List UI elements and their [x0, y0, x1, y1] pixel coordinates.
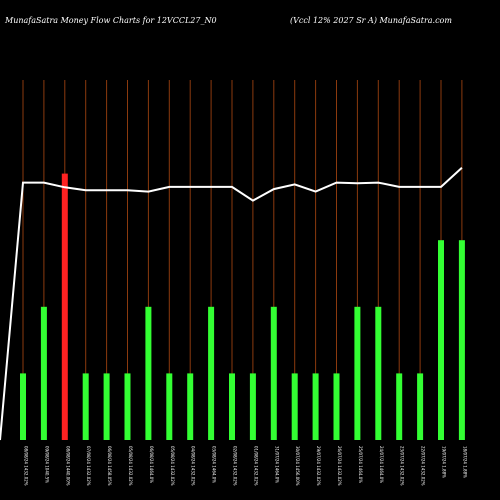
bar	[208, 306, 215, 440]
bar	[270, 306, 277, 440]
x-tick-label: 08/08/24 1440.00%	[65, 446, 70, 486]
x-tick-label: 26/07/24 1432.02%	[337, 446, 342, 486]
x-tick-label: 22/07/24 1432.02%	[421, 446, 426, 486]
x-tick-label: 05/08/24 1432.02%	[170, 446, 175, 486]
x-tick-label: 23/07/24 1432.02%	[400, 446, 405, 486]
bar	[438, 240, 444, 440]
bar	[396, 373, 403, 440]
bar	[354, 306, 361, 440]
bar	[333, 373, 340, 440]
x-tick-label: 29/07/24 1432.02%	[316, 446, 321, 486]
x-tick-label: 05/08/24 1432.02%	[128, 446, 133, 486]
x-tick-label: 08/08/24 1432.02%	[24, 446, 29, 486]
bar	[82, 373, 89, 440]
x-tick-label: 06/08/24 1464.0%	[149, 446, 154, 483]
bar	[229, 373, 235, 440]
x-tick-label: 03/08/24 1464.0%	[212, 446, 217, 483]
bar	[417, 373, 424, 440]
x-tick-label: 01/08/24 1432.02%	[253, 446, 258, 486]
bar	[291, 373, 298, 440]
bar	[145, 306, 152, 440]
bar	[124, 373, 131, 440]
bar	[312, 373, 319, 440]
bar	[375, 306, 382, 440]
bar	[458, 240, 465, 440]
bar	[20, 373, 26, 440]
x-tick-label: 25/07/24 1464.0%	[358, 446, 363, 483]
x-tick-label: 30/07/24 1456.00%	[295, 446, 300, 486]
bar	[249, 373, 256, 440]
chart-title-right: (Vccl 12% 2027 Sr A) MunafaSatra.com	[290, 16, 452, 25]
x-tick-label: 18/07/24 1.88%	[462, 446, 467, 478]
chart-title-left: MunafaSatra Money Flow Charts for 12VCCL…	[4, 16, 217, 25]
x-tick-label: 31/07/24 1464.0%	[274, 446, 279, 483]
x-tick-label: 19/07/24 1.88%	[442, 446, 447, 478]
x-tick-label: 09/08/24 1040.5%	[44, 446, 49, 483]
money-flow-line	[0, 167, 463, 441]
bar	[40, 306, 47, 440]
bar	[166, 373, 173, 440]
x-tick-label: 04/08/24 1432.02%	[191, 446, 196, 486]
bar	[103, 373, 110, 440]
x-tick-labels: 08/08/24 1432.02% 09/08/24 1040.5% 08/08/2…	[24, 446, 468, 486]
bar	[187, 373, 194, 440]
bar-series	[20, 173, 465, 440]
x-tick-label: 24/07/24 1464.0%	[379, 446, 384, 483]
bar	[61, 173, 68, 440]
x-tick-label: 06/08/24 1458.05%	[107, 446, 112, 486]
x-tick-label: 07/08/24 1432.02%	[86, 446, 91, 486]
x-tick-label: 02/08/24 1432.02%	[233, 446, 238, 486]
